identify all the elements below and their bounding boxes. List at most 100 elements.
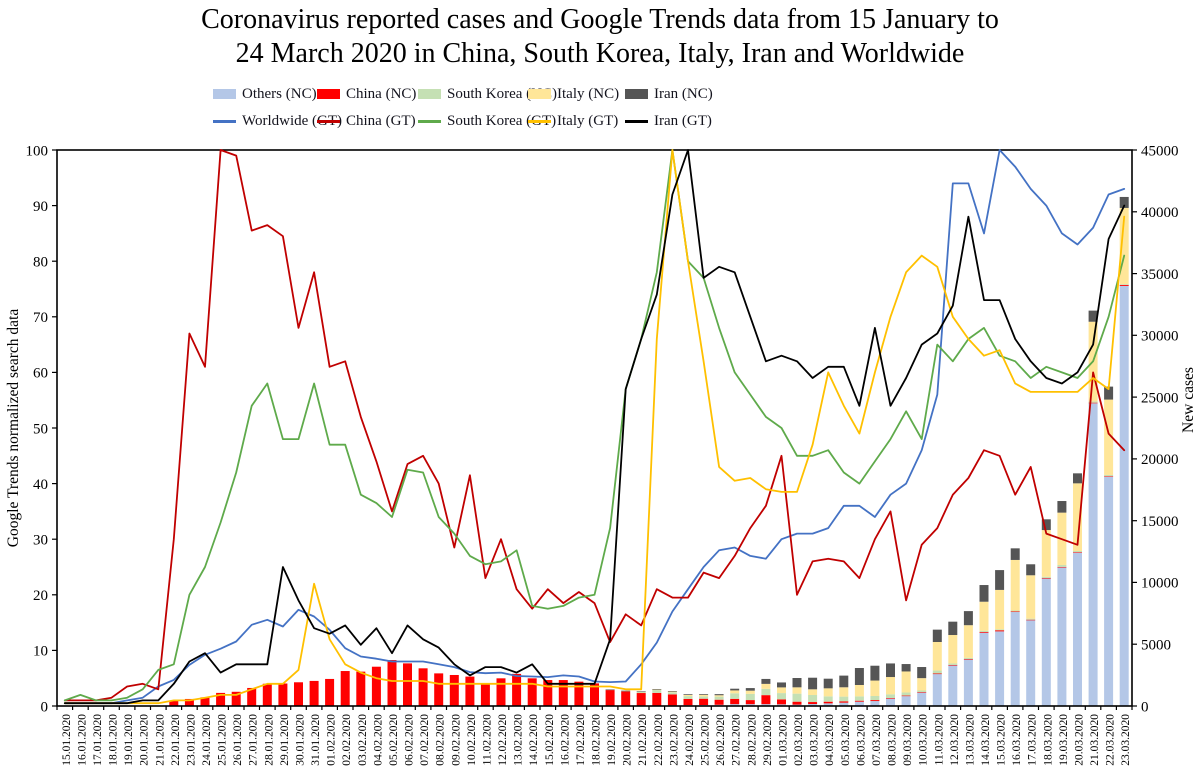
chart-title: Coronavirus reported cases and Google Tr… bbox=[0, 3, 1200, 71]
bar-segment bbox=[917, 690, 927, 693]
left-axis-tick-label: 10 bbox=[33, 644, 48, 660]
x-axis-tick-label: 07.02.2020 bbox=[419, 714, 431, 766]
right-axis-tick-label: 15000 bbox=[1141, 514, 1179, 530]
legend-label: China (NC) bbox=[346, 85, 417, 102]
left-axis-tick-label: 70 bbox=[33, 310, 48, 326]
x-axis-tick-label: 20.03.2020 bbox=[1074, 714, 1086, 766]
x-axis-tick-label: 11.02.2020 bbox=[481, 714, 493, 766]
bar-segment bbox=[854, 685, 864, 697]
x-axis-tick-label: 19.02.2020 bbox=[606, 714, 618, 766]
x-axis-tick-label: 23.01.2020 bbox=[185, 714, 197, 766]
bar-segment bbox=[792, 678, 802, 688]
bar-segment bbox=[777, 693, 786, 700]
bar-segment bbox=[870, 695, 880, 701]
bar-segment bbox=[1057, 567, 1067, 706]
bar-segment bbox=[761, 678, 771, 684]
bar-segment bbox=[886, 698, 895, 699]
bar-segment bbox=[1088, 310, 1098, 322]
bar-segment bbox=[667, 691, 677, 693]
legend-label: Others (NC) bbox=[242, 85, 317, 102]
bar-segment bbox=[683, 694, 693, 695]
bar-segment bbox=[917, 667, 927, 679]
bar-segment bbox=[948, 663, 958, 665]
bar-segment bbox=[948, 621, 958, 636]
bar-segment bbox=[1026, 564, 1036, 576]
legend-item-south-korea-gt: South Korea (GT) bbox=[418, 113, 556, 129]
x-axis-tick-label: 06.02.2020 bbox=[404, 714, 416, 766]
bar-segment bbox=[917, 678, 927, 691]
x-axis-tick-label: 04.03.2020 bbox=[824, 714, 836, 766]
bar-segment bbox=[496, 678, 506, 706]
bar-segment bbox=[434, 673, 444, 706]
legend-item-iran-gt: Iran (GT) bbox=[625, 113, 712, 129]
x-axis-tick-label: 08.02.2020 bbox=[435, 714, 447, 766]
x-axis-tick-label: 21.01.2020 bbox=[154, 714, 166, 766]
x-axis-tick-label: 20.01.2020 bbox=[139, 714, 151, 766]
x-axis-tick-label: 12.02.2020 bbox=[497, 714, 509, 766]
bar-segment bbox=[1119, 285, 1129, 706]
bar-segment bbox=[886, 698, 895, 706]
bar-segment bbox=[886, 677, 895, 695]
bar-segment bbox=[325, 678, 335, 706]
gt-line-south-korea-gt bbox=[63, 149, 1126, 702]
x-axis-tick-label: 09.02.2020 bbox=[450, 714, 462, 766]
legend-swatch-icon bbox=[317, 89, 340, 99]
bar-segment bbox=[1026, 620, 1036, 706]
bar-segment bbox=[932, 642, 942, 671]
bar-segment bbox=[870, 700, 880, 702]
bar-segment bbox=[808, 702, 818, 705]
bar-segment bbox=[605, 689, 615, 706]
bar-segment bbox=[371, 666, 381, 706]
bar-segment bbox=[1057, 566, 1067, 568]
bar-segment bbox=[823, 703, 833, 706]
bar-segment bbox=[808, 689, 818, 695]
bar-segment bbox=[699, 698, 709, 706]
x-axis-tick-label: 24.01.2020 bbox=[201, 714, 213, 766]
bar-segment bbox=[745, 690, 755, 694]
bar-segment bbox=[294, 682, 303, 706]
x-axis-tick-label: 30.01.2020 bbox=[295, 714, 307, 766]
bar-segment bbox=[683, 696, 693, 699]
x-axis-tick-label: 01.02.2020 bbox=[326, 714, 338, 766]
bar-segment bbox=[652, 689, 662, 690]
bar-segment bbox=[963, 659, 973, 660]
bar-segment bbox=[730, 688, 740, 691]
bar-segment bbox=[1119, 284, 1129, 285]
bar-segment bbox=[309, 680, 319, 706]
bar-segment bbox=[699, 694, 709, 695]
bar-segment bbox=[699, 694, 709, 697]
x-axis-tick-label: 12.03.2020 bbox=[949, 714, 961, 766]
x-axis-tick-label: 03.03.2020 bbox=[809, 714, 821, 766]
left-axis-tick-label: 100 bbox=[26, 143, 49, 159]
x-axis-tick-label: 23.02.2020 bbox=[668, 714, 680, 766]
x-axis-tick-label: 18.02.2020 bbox=[591, 714, 603, 766]
bar-segment bbox=[247, 687, 257, 706]
right-axis-tick-label: 40000 bbox=[1141, 205, 1179, 221]
legend-item-italy-nc: Italy (NC) bbox=[528, 86, 619, 102]
bar-segment bbox=[854, 701, 864, 706]
bar-segment bbox=[854, 700, 864, 702]
legend-swatch-icon bbox=[528, 119, 551, 123]
x-axis-tick-label: 06.03.2020 bbox=[855, 714, 867, 766]
bar-segment bbox=[418, 668, 428, 706]
bar-segment bbox=[636, 693, 646, 706]
x-axis-tick-label: 08.03.2020 bbox=[887, 714, 899, 766]
x-axis-tick-label: 26.01.2020 bbox=[232, 714, 244, 766]
bar-segment bbox=[636, 691, 646, 693]
right-axis-tick-label: 20000 bbox=[1141, 452, 1179, 468]
legend-label: Worldwide (GT) bbox=[242, 112, 343, 129]
x-axis-tick-label: 27.01.2020 bbox=[248, 714, 260, 766]
bar-segment bbox=[761, 688, 771, 696]
x-axis-tick-label: 15.02.2020 bbox=[544, 714, 556, 766]
legend-label: China (GT) bbox=[346, 112, 416, 129]
bar-segment bbox=[714, 699, 724, 705]
x-axis-tick-label: 21.03.2020 bbox=[1089, 714, 1101, 766]
bar-segment bbox=[1010, 610, 1020, 612]
left-axis-tick-label: 60 bbox=[33, 366, 48, 382]
bar-segment bbox=[979, 601, 989, 631]
gt-line-italy-gt bbox=[63, 149, 1126, 705]
bar-segment bbox=[792, 687, 802, 694]
left-axis-tick-label: 0 bbox=[41, 699, 49, 715]
left-axis-tick-label: 80 bbox=[33, 254, 48, 270]
x-axis-tick-label: 23.03.2020 bbox=[1120, 714, 1132, 766]
